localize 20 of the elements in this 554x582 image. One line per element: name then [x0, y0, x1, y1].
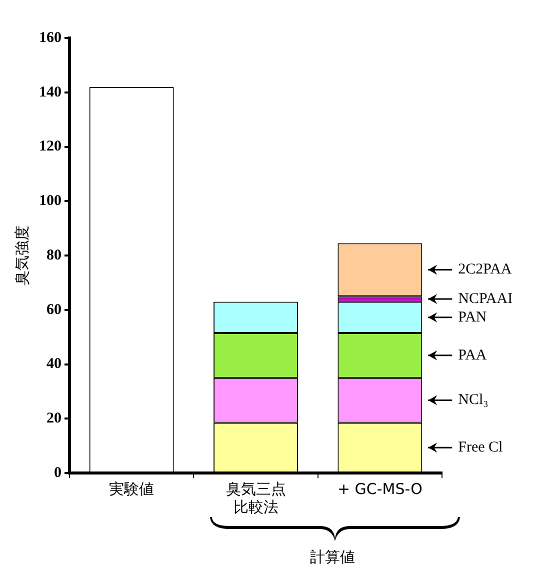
y-tick-label: 20 [46, 410, 62, 426]
y-tick-label: 60 [46, 302, 62, 318]
text: 2C2PAA [458, 262, 512, 278]
text: PAN [458, 309, 487, 326]
text: PAA [458, 347, 487, 364]
x-tick-label: 実験値 [109, 480, 154, 498]
y-tick-label: 160 [39, 30, 62, 46]
text: Free Cl [458, 440, 503, 456]
y-axis-title: 臭気強度 [12, 226, 31, 286]
y-tick-label: 0 [54, 464, 62, 481]
y-tick-label: 140 [39, 84, 62, 100]
text: NCPAAI [458, 290, 513, 307]
x-tick-label: + GC-MS-O [337, 480, 422, 498]
y-tick-label: 40 [46, 356, 62, 372]
y-tick-label: 120 [39, 138, 62, 155]
y-tick-label: 100 [39, 193, 62, 209]
text: 計算値 [309, 548, 356, 567]
y-tick-label: 80 [46, 247, 62, 264]
text: NCl₃ [458, 392, 488, 408]
x-tick-label: 臭気三点比較法 [226, 480, 286, 516]
